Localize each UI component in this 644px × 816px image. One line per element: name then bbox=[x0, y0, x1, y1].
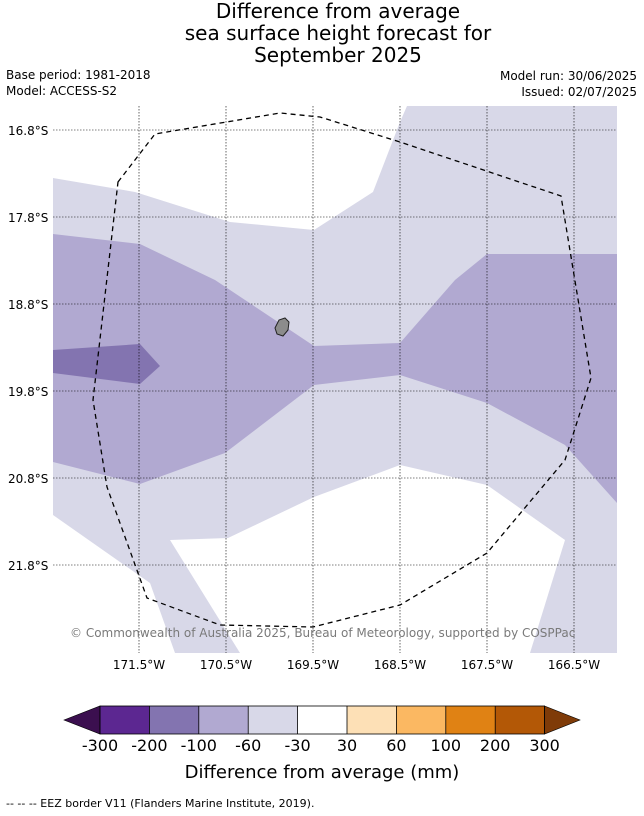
lon-label: 171.5°W bbox=[112, 658, 166, 672]
lat-label: 18.8°S bbox=[8, 298, 49, 312]
colorbar-swatch bbox=[149, 706, 199, 734]
model-name: Model: ACCESS-S2 bbox=[6, 84, 118, 98]
colorbar-swatch bbox=[198, 706, 249, 734]
colorbar-tick-label: -30 bbox=[284, 736, 311, 755]
base-period: Base period: 1981-2018 bbox=[6, 68, 151, 82]
title-line-1: Difference from average bbox=[215, 0, 461, 23]
colorbar-extend-high bbox=[544, 705, 581, 735]
colorbar-tick-label: -60 bbox=[235, 736, 262, 755]
colorbar-swatch bbox=[396, 706, 446, 734]
field-minus200-minus100 bbox=[53, 344, 160, 384]
colorbar-swatch bbox=[297, 706, 347, 734]
lat-label: 21.8°S bbox=[8, 559, 49, 573]
colorbar-tick-label: -200 bbox=[131, 736, 168, 755]
title-line-3: September 2025 bbox=[254, 43, 422, 67]
meta-right: Model run: 30/06/2025 Issued: 02/07/2025 bbox=[500, 68, 637, 100]
lon-label: 169.5°W bbox=[286, 658, 340, 672]
model-run: Model run: 30/06/2025 bbox=[499, 69, 637, 83]
colorbar-swatch bbox=[347, 706, 397, 734]
colorbar-tick-label: -300 bbox=[81, 736, 119, 755]
eez-footnote: -- -- -- EEZ border V11 (Flanders Marine… bbox=[6, 797, 315, 810]
lon-label: 168.5°W bbox=[373, 658, 427, 672]
lat-label: 16.8°S bbox=[8, 124, 49, 138]
colorbar-tick-label: 30 bbox=[336, 736, 358, 755]
colorbar-tick-label: 100 bbox=[430, 736, 462, 755]
lon-label: 166.5°W bbox=[547, 658, 601, 672]
lat-label: 20.8°S bbox=[8, 472, 49, 486]
colorbar-tick-label: -100 bbox=[180, 736, 217, 755]
copyright-notice: © Commonwealth of Australia 2025, Bureau… bbox=[70, 626, 576, 640]
colorbar-swatch bbox=[100, 706, 150, 734]
colorbar-tick-label: 300 bbox=[529, 736, 560, 755]
colorbar-extend-low bbox=[63, 705, 101, 735]
lat-label: 19.8°S bbox=[8, 385, 49, 399]
field-minus100-minus60 bbox=[53, 234, 617, 503]
island-land bbox=[274, 317, 290, 337]
title-line-2: sea surface height forecast for bbox=[184, 21, 492, 45]
map-title: Difference from average sea surface heig… bbox=[0, 0, 644, 66]
lon-label: 167.5°W bbox=[460, 658, 514, 672]
colorbar-swatch bbox=[248, 706, 298, 734]
issued-date: Issued: 02/07/2025 bbox=[521, 85, 637, 99]
meta-left: Base period: 1981-2018 Model: ACCESS-S2 bbox=[6, 67, 151, 99]
lat-label: 17.8°S bbox=[8, 211, 49, 225]
eez-border bbox=[92, 112, 592, 628]
colorbar-title: Difference from average (mm) bbox=[184, 762, 460, 783]
colorbar-swatch bbox=[495, 706, 545, 734]
map-fields bbox=[53, 106, 617, 653]
colorbar-tick-label: 60 bbox=[386, 736, 407, 755]
map-gridlines bbox=[53, 106, 617, 653]
colorbar-swatch bbox=[445, 706, 496, 734]
colorbar-tick-label: 200 bbox=[479, 736, 511, 755]
lon-label: 170.5°W bbox=[199, 658, 253, 672]
